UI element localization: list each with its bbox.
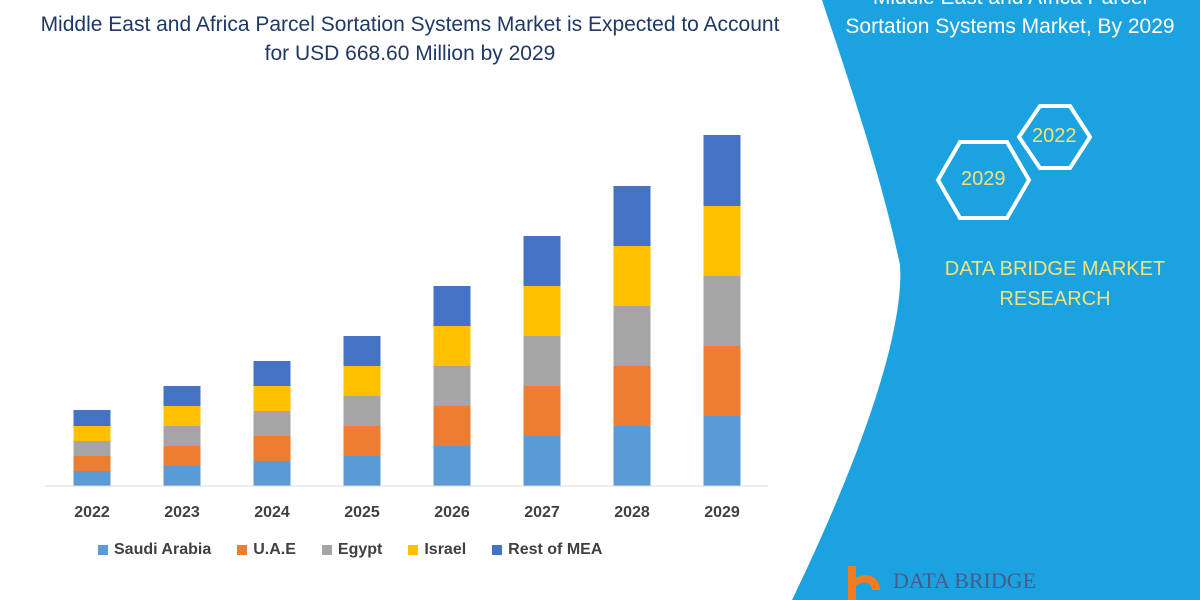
legend: Saudi Arabia U.A.E Egypt Israel Rest of MEA [98, 541, 628, 559]
legend-label: Israel [424, 541, 467, 558]
bar-segment-2022-rest-of-mea [73, 410, 111, 426]
bar-segment-2025-egypt [343, 396, 381, 426]
side-title-line1: Middle East and Africa Parcel [820, 0, 1200, 12]
legend-item: Egypt [321, 541, 383, 559]
legend-item: U.A.E [237, 541, 296, 559]
bar-segment-2026-rest-of-mea [433, 286, 471, 326]
legend-swatch [98, 545, 108, 555]
bar-segment-2024-u-a-e [253, 436, 291, 461]
bar-segment-2022-saudi-arabia [73, 471, 111, 486]
bar-segment-2029-u-a-e [703, 346, 741, 416]
bar-segment-2029-rest-of-mea [703, 135, 741, 206]
bar-segment-2028-u-a-e [613, 366, 651, 426]
bar-segment-2027-rest-of-mea [523, 236, 561, 286]
bar-segment-2026-egypt [433, 366, 471, 406]
logo-text: DATA BRIDGE [893, 568, 1037, 593]
x-tick-label: 2022 [74, 504, 110, 521]
bar-segment-2026-israel [433, 326, 471, 366]
bar-segment-2024-saudi-arabia [253, 461, 291, 486]
bar-segment-2025-israel [343, 366, 381, 396]
legend-swatch [492, 545, 503, 555]
bar-segment-2022-u-a-e [73, 456, 111, 471]
legend-label: Rest of MEA [508, 541, 603, 558]
hex-label-2029: 2029 [961, 168, 1006, 190]
bar-segment-2028-saudi-arabia [613, 426, 651, 486]
legend-swatch [408, 545, 419, 555]
x-tick-label: 2028 [614, 504, 650, 521]
legend-item: Rest of MEA [492, 541, 602, 559]
hexagon-2029 [935, 140, 1032, 220]
bar-segment-2023-israel [163, 406, 201, 426]
brand-line1: DATA BRIDGE MARKET [944, 258, 1166, 280]
legend-label: Egypt [337, 541, 383, 558]
hexagon-2022 [1016, 104, 1093, 170]
bar-segment-2024-egypt [253, 411, 291, 436]
x-tick-label: 2026 [434, 504, 470, 521]
bar-segment-2028-israel [613, 246, 651, 306]
bar-segment-2027-israel [523, 286, 561, 336]
bar-segment-2022-egypt [73, 441, 111, 456]
x-tick-label: 2025 [344, 504, 380, 521]
bar-segment-2027-egypt [523, 336, 561, 386]
x-tick-label: 2024 [254, 504, 290, 521]
bar-segment-2028-egypt [613, 306, 651, 366]
bar-segment-2028-rest-of-mea [613, 186, 651, 246]
bar-segment-2029-saudi-arabia [703, 416, 741, 486]
side-panel-title: Middle East and Africa Parcel Sortation … [820, 0, 1200, 41]
legend-label: U.A.E [253, 541, 296, 558]
bar-segment-2025-saudi-arabia [343, 456, 381, 486]
side-title-line2: Sortation Systems Market, By 2029 [845, 15, 1175, 38]
bar-segment-2022-israel [73, 426, 111, 441]
bar-segment-2023-saudi-arabia [163, 466, 201, 486]
bar-segment-2023-egypt [163, 426, 201, 446]
bar-segment-2029-israel [703, 206, 741, 276]
legend-label: Saudi Arabia [114, 541, 212, 558]
legend-item: Saudi Arabia [98, 541, 211, 559]
side-panel-shape [792, 0, 1200, 600]
legend-swatch [321, 545, 332, 555]
bar-segment-2025-u-a-e [343, 426, 381, 456]
bar-segment-2026-u-a-e [433, 406, 471, 446]
brand-text: DATA BRIDGE MARKET RESEARCH [920, 254, 1190, 314]
stacked-bar-chart: 2022 2023 2024 2025 2026 2027 2028 2029 [73, 135, 741, 521]
bar-segment-2024-israel [253, 386, 291, 411]
x-tick-label: 2023 [164, 504, 200, 521]
bar-segment-2025-rest-of-mea [343, 336, 381, 366]
bar-segment-2023-u-a-e [163, 446, 201, 466]
legend-item: Israel [408, 541, 466, 559]
chart-title: Middle East and Africa Parcel Sortation … [40, 13, 780, 65]
bar-segment-2024-rest-of-mea [253, 361, 291, 386]
x-tick-label: 2027 [524, 504, 560, 521]
bar-segment-2027-u-a-e [523, 386, 561, 436]
bar-segment-2023-rest-of-mea [163, 386, 201, 406]
x-tick-label: 2029 [704, 504, 740, 521]
bar-segment-2027-saudi-arabia [523, 436, 561, 486]
bar-segment-2029-egypt [703, 276, 741, 346]
hex-label-2022: 2022 [1032, 125, 1077, 147]
bar-segment-2026-saudi-arabia [433, 446, 471, 486]
logo-icon [848, 566, 880, 600]
legend-swatch [237, 545, 248, 555]
brand-line2: RESEARCH [999, 288, 1111, 310]
